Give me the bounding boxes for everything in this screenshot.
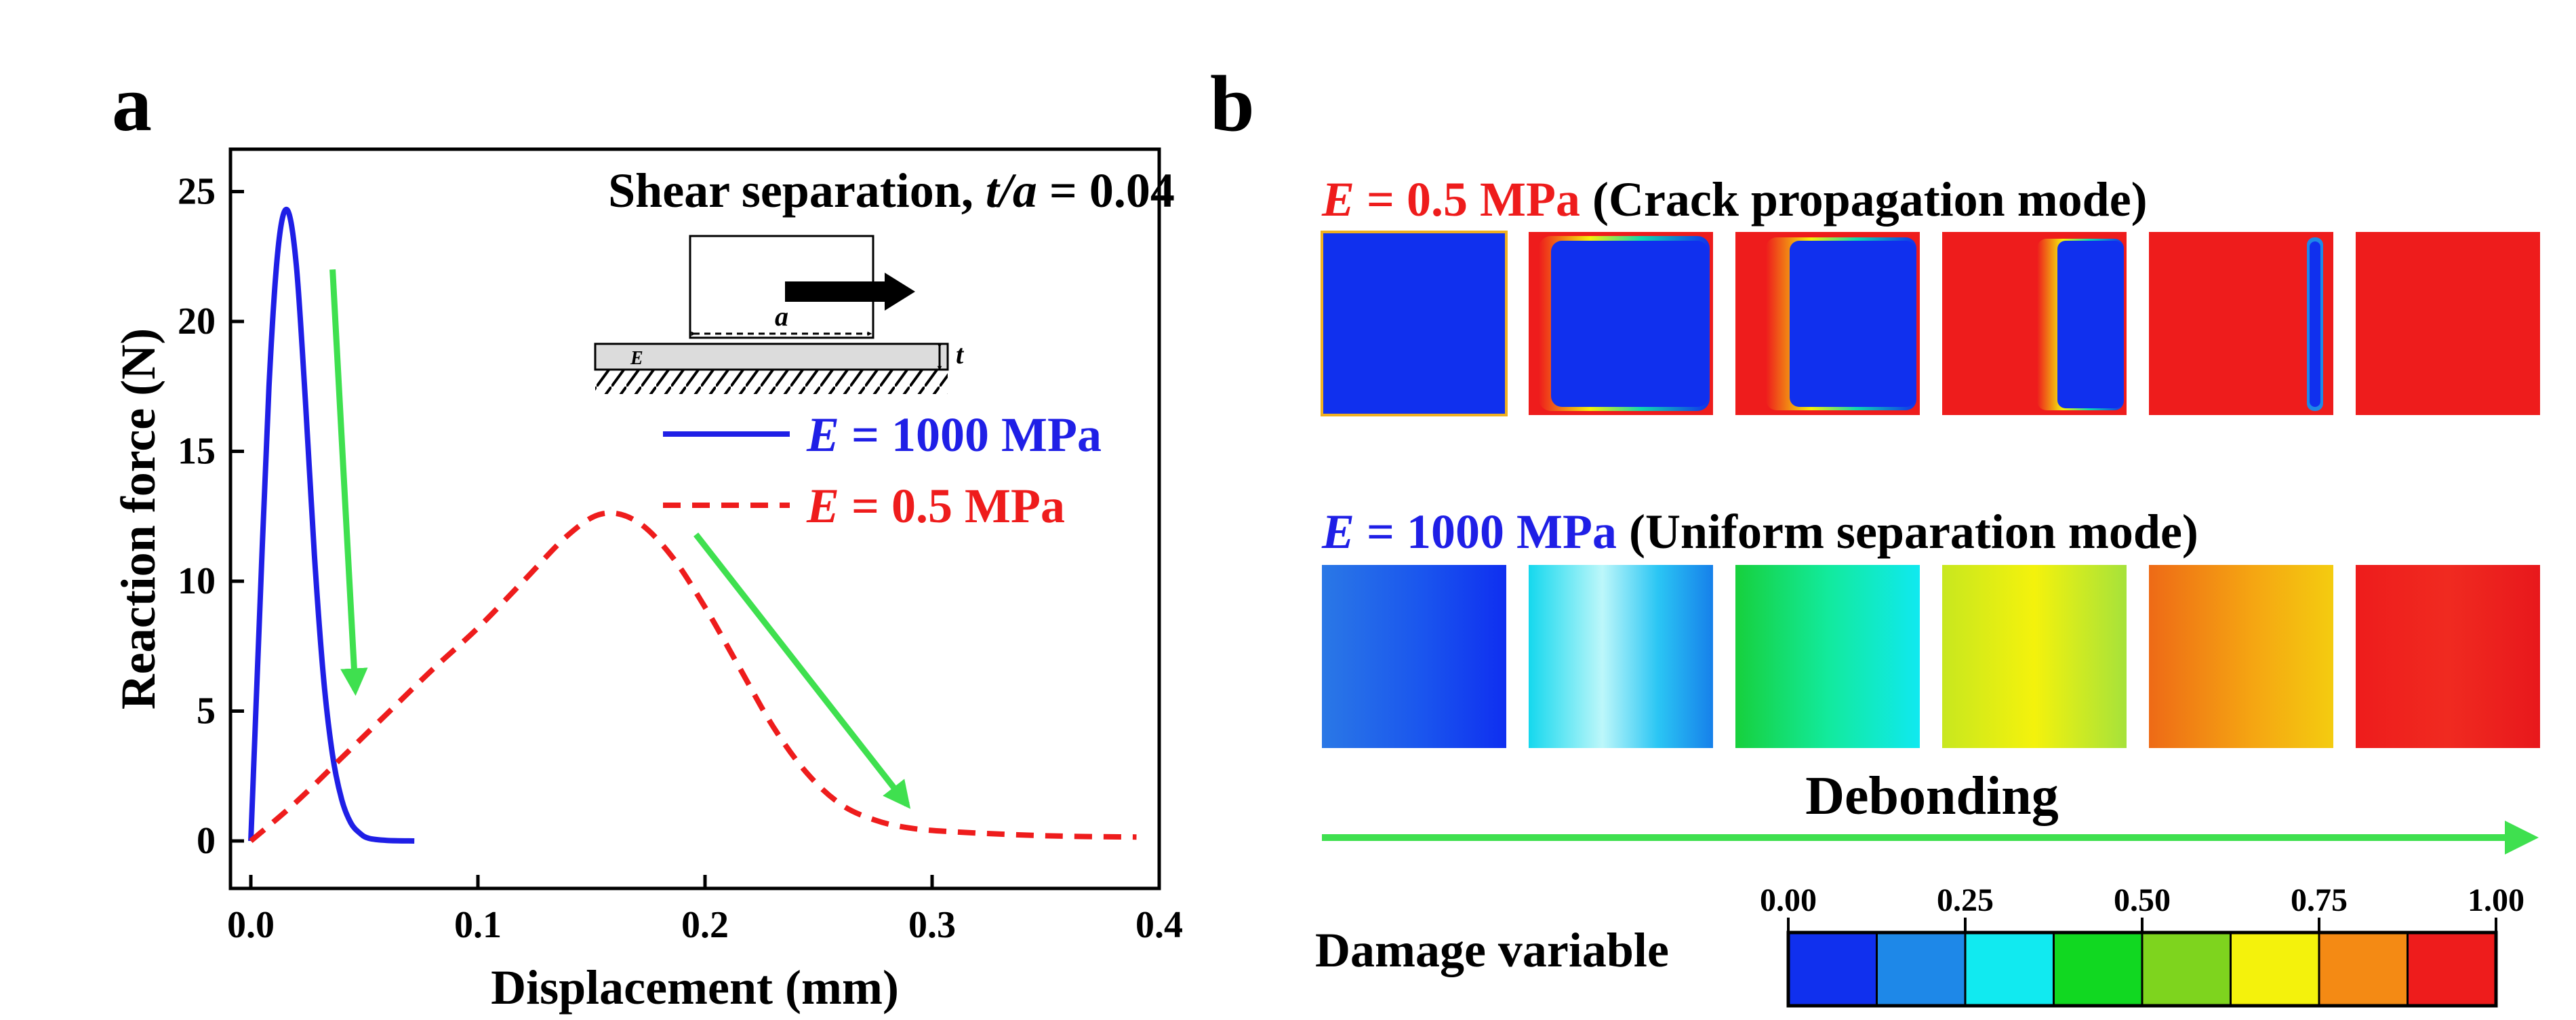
colorbar-tick-label: 0.00: [1760, 882, 1817, 918]
colorbar-title: Damage variable: [1315, 923, 1669, 977]
legend-label-1000: E = 1000 MPa: [806, 408, 1102, 462]
x-tick-label: 0.3: [908, 904, 956, 946]
colorbar-segment: [1876, 931, 1967, 1007]
y-axis: 0 5 10 15 20 25: [178, 171, 244, 862]
x-axis: 0.0 0.1 0.2 0.3 0.4: [227, 875, 1183, 946]
annotation-arrows: [329, 269, 911, 809]
uniform-map-2: [1529, 565, 1713, 748]
x-tick-label: 0.2: [681, 904, 729, 946]
series-line-1000MPa: [248, 206, 415, 844]
annotation-arrow-1: [329, 269, 368, 696]
uniform-map-5: [2149, 565, 2333, 748]
plot-area: 0.0 0.1 0.2 0.3 0.4 0 5 10 15 20 25: [178, 147, 1183, 946]
y-tick-label: 25: [178, 171, 216, 213]
colorbar-ticks: 0.00 0.25 0.50 0.75 1.00: [1760, 882, 2524, 933]
x-tick-label: 0.4: [1135, 904, 1183, 946]
uniform-map-3: [1735, 565, 1920, 748]
y-tick-label: 10: [178, 560, 216, 602]
colorbar: [1786, 930, 2498, 1008]
colorbar-segment: [1964, 931, 2055, 1007]
legend-label-05: E = 0.5 MPa: [806, 479, 1065, 533]
colorbar-segment: [1787, 931, 1878, 1007]
inset-t-label: t: [956, 339, 965, 370]
uniform-map-6: [2356, 565, 2540, 748]
colorbar-tick-label: 1.00: [2468, 882, 2524, 918]
inset-a-label: a: [775, 301, 788, 332]
colorbar-segment: [2407, 931, 2497, 1007]
y-tick-label: 20: [178, 300, 216, 342]
colorbar-tick-label: 0.50: [2114, 882, 2171, 918]
y-tick-label: 15: [178, 431, 216, 473]
x-tick-label: 0.0: [227, 904, 275, 946]
uniform-map-1: [1322, 565, 1506, 748]
x-tick-label: 0.1: [454, 904, 502, 946]
series-line-0-5MPa: [249, 510, 1137, 844]
x-axis-label: Displacement (mm): [491, 960, 899, 1015]
colorbar-segment: [2141, 931, 2232, 1007]
colorbar-segment: [2053, 931, 2144, 1007]
legend: E = 1000 MPa E = 0.5 MPa: [663, 408, 1102, 533]
crack-map-6: [2356, 232, 2540, 415]
y-axis-label: Reaction force (N): [111, 328, 165, 709]
y-tick-label: 0: [197, 820, 216, 862]
row2-title: E = 1000 MPa (Uniform separation mode): [1321, 505, 2198, 559]
colorbar-segment: [2230, 931, 2320, 1007]
plot-title: Shear separation, t/a = 0.04: [608, 163, 1175, 218]
y-tick-label: 5: [197, 690, 216, 732]
row1-title: E = 0.5 MPa (Crack propagation mode): [1321, 172, 2148, 227]
plot-frame: [228, 147, 1161, 890]
uniform-separation-maps: [1322, 565, 2540, 748]
crack-map-1: [1321, 231, 1508, 416]
colorbar-tick-label: 0.75: [2291, 882, 2348, 918]
colorbar-segment: [2318, 931, 2409, 1007]
inset-schematic: a E t: [594, 235, 965, 394]
crack-map-4: [1942, 232, 2127, 415]
crack-propagation-maps: [1321, 231, 2540, 416]
colorbar-tick-label: 0.25: [1937, 882, 1994, 918]
inset-E-label: E: [630, 348, 643, 369]
uniform-map-4: [1942, 565, 2127, 748]
debonding-label: Debonding: [1805, 766, 2058, 826]
crack-map-5: [2149, 232, 2333, 415]
series-group: [248, 206, 1137, 844]
panel-b-label: b: [1210, 59, 1255, 148]
crack-map-2: [1529, 232, 1713, 415]
crack-map-3: [1735, 232, 1920, 415]
panel-a-label: a: [112, 59, 152, 148]
annotation-arrow-2: [693, 532, 911, 809]
